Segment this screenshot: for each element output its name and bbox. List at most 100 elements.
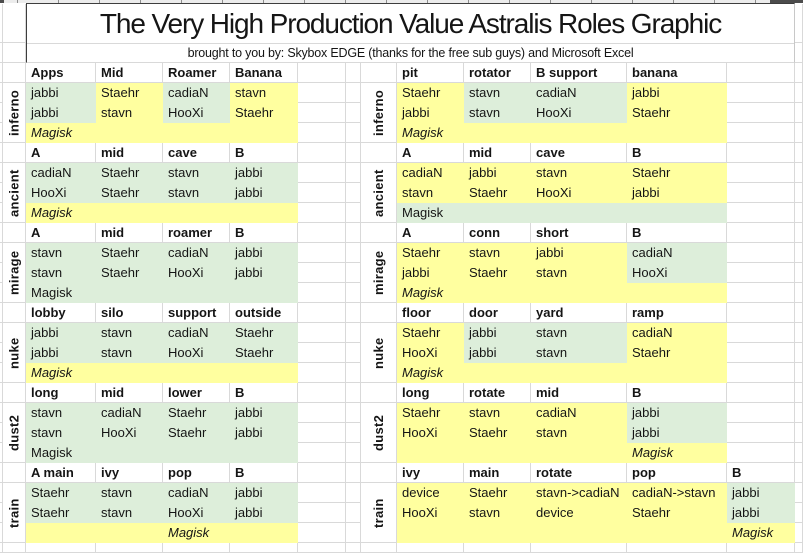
empty-cell[interactable]: [531, 303, 627, 323]
clipped-cell[interactable]: [795, 43, 803, 63]
player-cell-inferno-right[interactable]: jabbi: [397, 103, 464, 123]
empty-cell[interactable]: [795, 63, 803, 83]
empty-cell[interactable]: [727, 203, 795, 223]
role-header-ancient-right[interactable]: mid: [469, 145, 493, 160]
player-cell-train-left[interactable]: HooXi: [163, 503, 230, 523]
empty-cell[interactable]: [795, 243, 803, 263]
empty-cell[interactable]: [298, 203, 346, 223]
player-cell-mirage-right[interactable]: cadiaN: [627, 243, 727, 263]
empty-cell[interactable]: [795, 263, 803, 283]
empty-cell[interactable]: [26, 63, 96, 83]
player-cell-train-right[interactable]: HooXi: [397, 503, 464, 523]
magisk-cell-train-left[interactable]: Magisk: [163, 523, 230, 543]
player-cell-train-right[interactable]: device: [397, 483, 464, 503]
empty-cell[interactable]: [96, 303, 163, 323]
player-cell-nuke-right[interactable]: Staehr: [627, 343, 727, 363]
role-header-dust2-left[interactable]: long: [31, 385, 59, 400]
empty-cell[interactable]: [727, 63, 795, 83]
map-label-merged-cell[interactable]: [3, 403, 26, 463]
empty-cell[interactable]: [3, 63, 26, 83]
empty-cell[interactable]: [298, 163, 346, 183]
role-header-train-right[interactable]: B: [732, 465, 742, 480]
role-header-mirage-left[interactable]: roamer: [168, 225, 213, 240]
empty-cell[interactable]: [346, 323, 361, 343]
map-label-merged-cell[interactable]: [361, 243, 397, 303]
player-cell-ancient-left[interactable]: jabbi: [230, 183, 298, 203]
role-header-dust2-left[interactable]: lower: [168, 385, 202, 400]
player-cell-dust2-right[interactable]: stavn: [531, 423, 627, 443]
player-cell-nuke-right[interactable]: stavn: [531, 343, 627, 363]
filled-cell[interactable]: [96, 203, 163, 223]
player-cell-mirage-left[interactable]: stavn: [26, 263, 96, 283]
role-header-dust2-right[interactable]: long: [402, 385, 430, 400]
role-header-mirage-right[interactable]: A: [402, 225, 412, 240]
empty-cell[interactable]: [0, 123, 3, 143]
empty-cell[interactable]: [727, 163, 795, 183]
player-cell-inferno-right[interactable]: stavn: [464, 83, 531, 103]
empty-cell[interactable]: [795, 323, 803, 343]
empty-cell[interactable]: [346, 363, 361, 383]
map-label-merged-cell[interactable]: [3, 83, 26, 143]
player-cell-dust2-left[interactable]: cadiaN: [96, 403, 163, 423]
filled-cell[interactable]: [163, 203, 230, 223]
filled-cell[interactable]: [96, 523, 163, 543]
player-cell-inferno-right[interactable]: Staehr: [627, 103, 727, 123]
player-cell-nuke-left[interactable]: cadiaN: [163, 323, 230, 343]
empty-cell[interactable]: [361, 223, 397, 243]
empty-cell[interactable]: [230, 143, 298, 163]
empty-cell[interactable]: [795, 523, 803, 543]
filled-cell[interactable]: [230, 443, 298, 463]
filled-cell[interactable]: [627, 363, 727, 383]
empty-cell[interactable]: [298, 243, 346, 263]
player-cell-mirage-left[interactable]: Staehr: [96, 243, 163, 263]
role-header-mirage-left[interactable]: mid: [101, 225, 125, 240]
empty-cell[interactable]: [0, 303, 3, 323]
empty-cell[interactable]: [298, 403, 346, 423]
filled-cell[interactable]: [96, 283, 163, 303]
filled-cell[interactable]: [230, 203, 298, 223]
player-cell-mirage-left[interactable]: HooXi: [163, 263, 230, 283]
empty-cell[interactable]: [230, 223, 298, 243]
empty-cell[interactable]: [464, 223, 531, 243]
player-cell-dust2-left[interactable]: stavn: [26, 403, 96, 423]
role-header-train-left[interactable]: B: [235, 465, 245, 480]
player-cell-nuke-right[interactable]: jabbi: [464, 323, 531, 343]
player-cell-train-left[interactable]: Staehr: [26, 503, 96, 523]
empty-cell[interactable]: [727, 403, 795, 423]
empty-cell[interactable]: [346, 383, 361, 403]
empty-cell[interactable]: [26, 223, 96, 243]
empty-cell[interactable]: [346, 183, 361, 203]
empty-cell[interactable]: [346, 403, 361, 423]
role-header-ancient-left[interactable]: cave: [168, 145, 197, 160]
empty-cell[interactable]: [298, 183, 346, 203]
empty-cell[interactable]: [397, 463, 464, 483]
role-header-train-right[interactable]: main: [469, 465, 500, 480]
empty-cell[interactable]: [464, 63, 531, 83]
role-header-dust2-right[interactable]: rotate: [469, 385, 506, 400]
empty-cell[interactable]: [3, 383, 26, 403]
empty-cell[interactable]: [346, 103, 361, 123]
role-header-ancient-left[interactable]: A: [31, 145, 41, 160]
empty-cell[interactable]: [0, 243, 3, 263]
clipped-cell[interactable]: [0, 4, 3, 43]
player-cell-ancient-right[interactable]: stavn: [531, 163, 627, 183]
map-label-merged-cell[interactable]: [361, 323, 397, 383]
player-cell-train-right[interactable]: jabbi: [727, 483, 795, 503]
player-cell-mirage-right[interactable]: jabbi: [531, 243, 627, 263]
player-cell-dust2-left[interactable]: jabbi: [230, 403, 298, 423]
empty-cell[interactable]: [0, 143, 3, 163]
player-cell-dust2-right[interactable]: Staehr: [397, 403, 464, 423]
player-cell-ancient-right[interactable]: jabbi: [627, 183, 727, 203]
role-header-ancient-right[interactable]: A: [402, 145, 412, 160]
empty-cell[interactable]: [346, 263, 361, 283]
empty-cell[interactable]: [397, 383, 464, 403]
magisk-cell-nuke-right[interactable]: Magisk: [397, 363, 464, 383]
empty-cell[interactable]: [361, 63, 397, 83]
empty-cell[interactable]: [0, 223, 3, 243]
player-cell-mirage-left[interactable]: jabbi: [230, 243, 298, 263]
empty-cell[interactable]: [346, 483, 361, 503]
filled-cell[interactable]: [96, 363, 163, 383]
player-cell-train-right[interactable]: Staehr: [464, 483, 531, 503]
player-cell-dust2-left[interactable]: Staehr: [163, 423, 230, 443]
role-header-inferno-left[interactable]: Apps: [31, 65, 64, 80]
